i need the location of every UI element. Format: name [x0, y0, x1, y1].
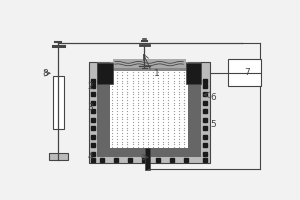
- Bar: [110, 71, 188, 148]
- Text: 2: 2: [88, 82, 93, 91]
- Bar: [98, 62, 112, 84]
- Bar: [98, 62, 201, 157]
- Bar: [188, 62, 201, 157]
- Text: 5: 5: [211, 120, 217, 129]
- Bar: [186, 62, 201, 84]
- Bar: [49, 153, 68, 160]
- Text: 7: 7: [244, 68, 250, 77]
- Text: 4: 4: [88, 152, 93, 161]
- Text: 6: 6: [211, 93, 217, 102]
- Bar: [228, 59, 261, 86]
- Bar: [98, 148, 201, 157]
- Bar: [98, 62, 110, 157]
- Text: 1: 1: [154, 69, 160, 78]
- Bar: [146, 148, 151, 170]
- Text: 3: 3: [88, 103, 93, 112]
- Bar: [112, 59, 186, 68]
- Bar: [52, 76, 64, 129]
- Text: 8: 8: [42, 69, 48, 78]
- Bar: [89, 62, 210, 163]
